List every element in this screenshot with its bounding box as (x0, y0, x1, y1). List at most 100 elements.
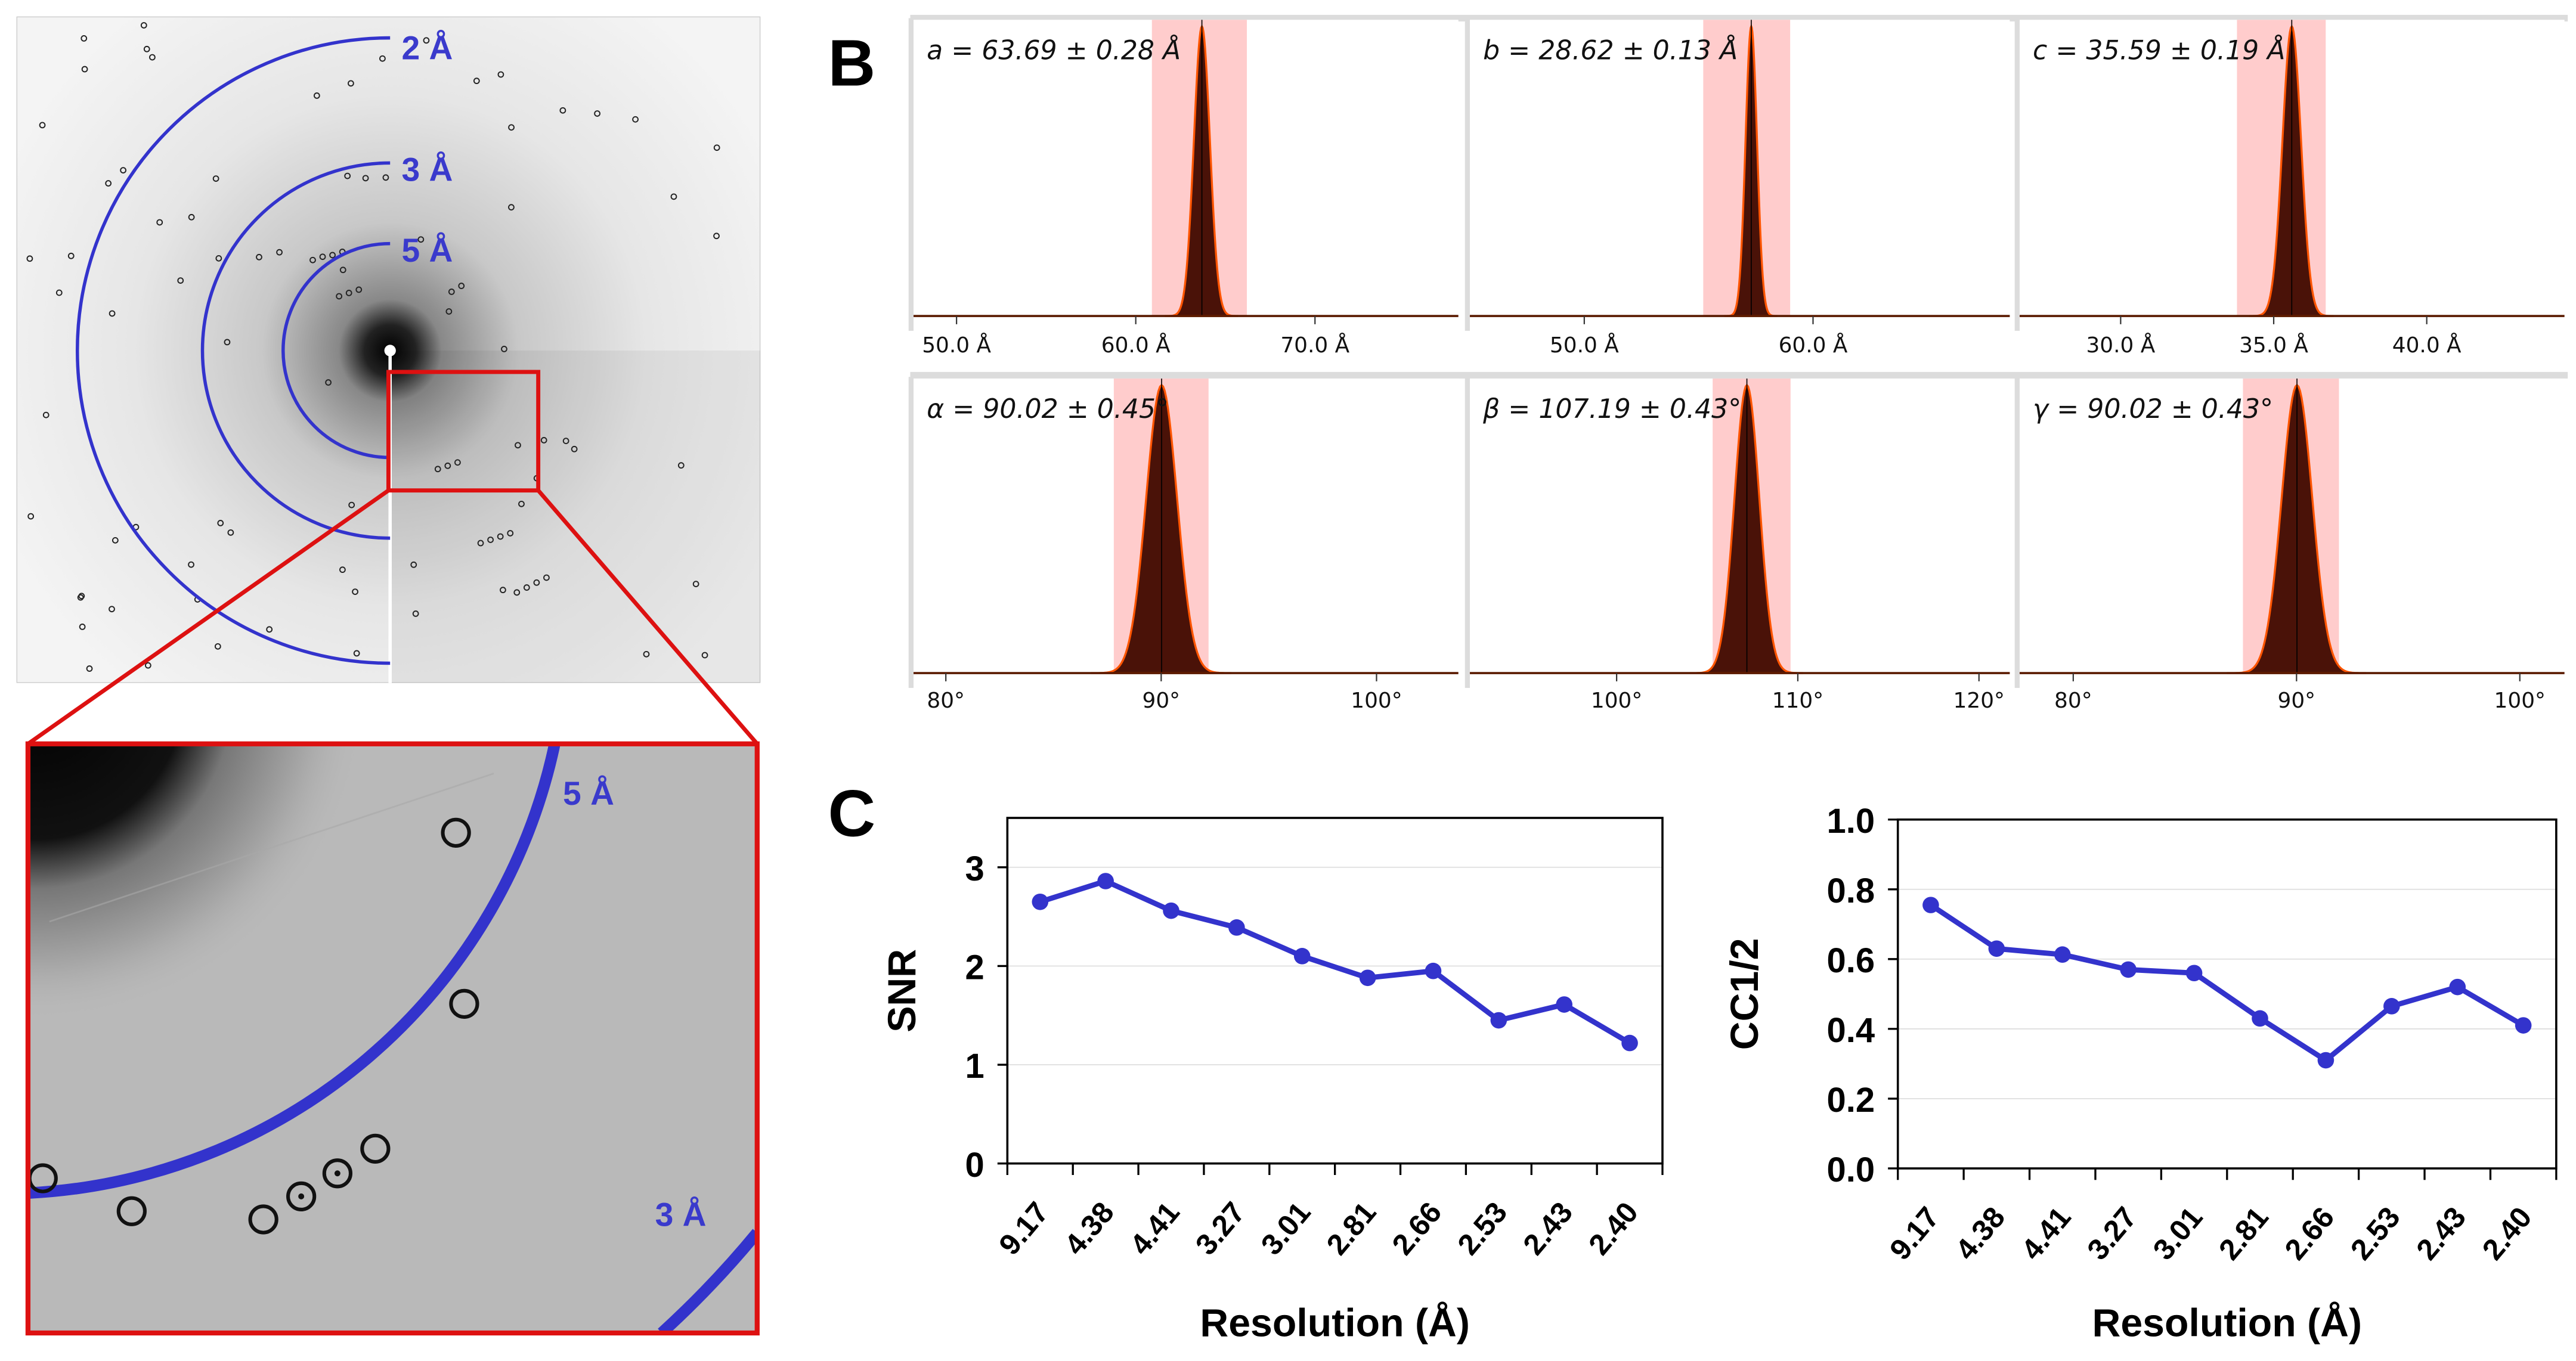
spot-marker (322, 1158, 352, 1189)
spot-marker (325, 379, 332, 386)
spot-marker (448, 289, 455, 295)
spot-marker (212, 175, 219, 182)
spot-marker (382, 174, 389, 181)
spot-marker (445, 308, 453, 315)
spot-marker (344, 172, 351, 179)
inset-ring-5A (27, 743, 561, 1199)
spot-marker (309, 256, 316, 263)
spot-marker (458, 283, 465, 289)
spot-marker (441, 817, 471, 848)
spot-marker (112, 537, 119, 544)
spot-marker (188, 213, 195, 221)
spot-marker (513, 589, 521, 596)
x-tick-label: 90° (1143, 689, 1181, 713)
spot-marker (120, 167, 126, 173)
spot-marker (313, 92, 320, 99)
data-point (2449, 978, 2466, 996)
spot-marker (78, 593, 85, 600)
spot-marker (286, 1181, 317, 1211)
data-point (1097, 873, 1114, 889)
spot-dot (334, 1170, 340, 1177)
spot-marker (533, 579, 540, 586)
panel-divider (2014, 377, 2020, 688)
x-tick-label: 100° (1351, 689, 1402, 713)
x-tick-label: 9.17 (992, 1196, 1055, 1261)
spot-marker (571, 445, 578, 452)
x-axis-title: Resolution (Å) (1200, 1301, 1470, 1346)
x-tick-label: 4.41 (2015, 1201, 2077, 1266)
data-point (1490, 1012, 1507, 1029)
stat-label: γ = 90.02 ± 0.43° (2033, 394, 2273, 424)
spot-marker (515, 442, 521, 449)
spot-marker (336, 293, 343, 300)
x-tick-label: 120° (1953, 689, 2005, 713)
spot-marker (692, 581, 699, 588)
spot-marker (360, 1133, 391, 1164)
spot-marker (140, 22, 147, 29)
x-tick-label: 100° (1591, 689, 1642, 713)
cc-half-chart: 0.00.20.40.60.81.09.17 4.38 4.41 3.27 3.01 2.… (1723, 802, 2558, 1346)
spot-marker (559, 107, 566, 114)
spot-marker (319, 253, 326, 261)
spot-marker (188, 561, 194, 568)
data-point (1163, 902, 1179, 919)
spot-marker (227, 529, 234, 536)
x-tick-label: 2.43 (2410, 1201, 2472, 1266)
x-tick-label: 80° (2054, 689, 2092, 713)
x-tick-label: 2.40 (1582, 1196, 1645, 1261)
spot-marker (508, 124, 515, 131)
unit-cell-histograms: 50.0 Å 60.0 Å 70.0 Åa = 63.69 ± 0.28 Å50.0… (908, 14, 2568, 713)
spot-marker (379, 55, 386, 62)
data-point (2252, 1010, 2268, 1027)
spot-marker (487, 537, 494, 543)
x-tick-label: 110° (1772, 689, 1823, 713)
data-point (2515, 1017, 2532, 1034)
data-point (1425, 962, 1442, 979)
zoom-connector-right (537, 489, 759, 746)
y-axis-title: SNR (880, 949, 924, 1033)
spot-marker (677, 462, 685, 469)
spot-marker (329, 252, 336, 259)
x-tick-label: 3.01 (1255, 1196, 1317, 1261)
spot-marker (543, 574, 550, 581)
spot-marker (454, 459, 461, 466)
x-tick-label: 60.0 Å (1779, 332, 1848, 358)
x-tick-label: 60.0 Å (1101, 332, 1171, 358)
y-tick-label: 0.2 (1826, 1081, 1875, 1120)
spot-marker (417, 236, 425, 243)
x-tick-label: 2.81 (2212, 1201, 2275, 1266)
spot-marker (523, 584, 530, 591)
spot-marker (643, 650, 650, 658)
spot-marker (562, 438, 569, 445)
y-tick-label: 1.0 (1826, 802, 1875, 841)
x-tick-label: 80° (927, 689, 965, 713)
stat-label: b = 28.62 ± 0.13 Å (1483, 34, 1738, 66)
spot-marker (224, 339, 231, 346)
spot-marker (345, 290, 352, 296)
spot-marker (444, 462, 451, 469)
stat-label: a = 63.69 ± 0.28 Å (927, 34, 1181, 66)
spot-marker (80, 35, 88, 42)
ring-2A (76, 36, 391, 665)
spot-marker (55, 289, 63, 296)
data-point (1988, 940, 2005, 957)
spot-marker (670, 193, 677, 200)
data-point (2383, 998, 2400, 1015)
ring-label-5A: 5 Å (402, 232, 453, 269)
spot-marker (518, 500, 525, 507)
snr-chart: 0 1 2 3 9.17 4.38 4.41 3.27 3.01 2.81 2.66 2.53 2.43… (880, 817, 1664, 1346)
x-tick-label: 2.66 (2278, 1201, 2340, 1266)
panel-letter-b: B (828, 27, 875, 100)
x-tick-label: 3.01 (2147, 1201, 2209, 1266)
inset-label-5A: 5 Å (563, 775, 614, 812)
spot-marker (355, 286, 363, 293)
spot-marker (500, 587, 506, 594)
spot-marker (497, 533, 504, 540)
spot-marker (79, 624, 86, 630)
histogram-unit-cell-gamma: 80° 90° 100° γ = 90.02 ± 0.43° (2014, 377, 2565, 713)
ring-label-2A: 2 Å (402, 29, 453, 66)
data-point (2317, 1052, 2334, 1069)
spot-marker (362, 175, 369, 182)
data-point (1228, 919, 1245, 936)
histogram-unit-cell-c: 30.0 Å 35.0 Å 40.0 Å c = 35.59 ± 0.19 Å (2014, 18, 2565, 358)
